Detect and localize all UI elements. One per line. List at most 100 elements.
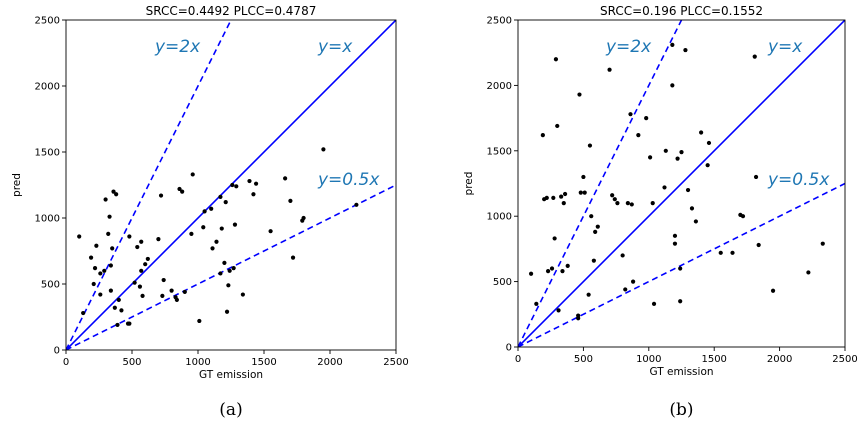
data-point [135, 244, 140, 250]
data-point [705, 163, 710, 168]
y-tick-label: 0 [506, 343, 512, 354]
data-point [108, 288, 113, 293]
chart-title: SRCC=0.196 PLCC=0.1552 [600, 4, 763, 18]
data-point [756, 242, 761, 248]
plot-frame [517, 19, 846, 348]
x-tick-label: 2000 [317, 357, 342, 368]
data-point [210, 246, 215, 251]
data-point [672, 241, 678, 246]
data-point [552, 236, 557, 241]
data-point [139, 268, 144, 273]
data-point [699, 130, 704, 135]
data-point [593, 229, 598, 234]
data-point [354, 202, 359, 207]
data-point [706, 140, 712, 146]
data-point [231, 266, 236, 271]
data-point [232, 222, 238, 227]
y-tick-label: 2000 [35, 82, 60, 93]
x-tick-label: 0 [515, 354, 521, 365]
data-point [591, 258, 596, 263]
data-point [578, 190, 583, 195]
y-tick-label: 1000 [487, 212, 512, 223]
x-tick-label: 1500 [701, 354, 726, 365]
data-point [752, 54, 757, 59]
data-point [119, 308, 124, 313]
data-point [145, 256, 150, 262]
data-point [81, 310, 86, 316]
data-point [189, 231, 194, 236]
x-tick-label: 1000 [636, 354, 661, 365]
y-tick-label: 2500 [487, 16, 512, 27]
data-point [92, 266, 98, 271]
data-point [595, 224, 600, 229]
reference-lines [518, 20, 845, 347]
data-point [820, 241, 825, 246]
data-point [612, 197, 617, 202]
data-point [268, 229, 273, 234]
data-point [253, 181, 259, 186]
reference-line-label: y=2x [605, 37, 652, 57]
data-point [556, 308, 561, 313]
data-point [672, 233, 678, 238]
data-point [218, 194, 223, 199]
data-point [576, 316, 581, 321]
data-point [98, 271, 103, 276]
data-point [112, 305, 117, 310]
data-point [650, 201, 655, 206]
reference-line-y-0-5x [66, 184, 396, 350]
data-point [587, 143, 593, 148]
data-point [227, 268, 232, 273]
data-point [561, 201, 566, 206]
data-point [545, 269, 551, 274]
data-point [115, 322, 120, 328]
y-axis-label: pred [11, 173, 23, 197]
data-point [91, 281, 96, 287]
data-point [582, 190, 587, 195]
data-point [103, 197, 108, 202]
data-point [301, 215, 306, 221]
data-point [156, 237, 161, 242]
data-point [623, 287, 628, 292]
y-tick-label: 2500 [35, 16, 60, 27]
data-point [222, 260, 227, 265]
data-point [689, 206, 695, 211]
plot-frame [65, 19, 397, 351]
data-point [607, 67, 612, 72]
data-point [555, 123, 560, 129]
data-point [610, 193, 615, 198]
reference-line-y-0-5x [518, 182, 845, 347]
reference-line-y-2x [66, 20, 232, 350]
data-point [201, 225, 206, 230]
data-point [143, 262, 148, 267]
data-point [98, 292, 103, 297]
reference-line-label: y=x [767, 37, 803, 57]
y-tick-label: 0 [54, 346, 60, 357]
data-point [560, 269, 565, 274]
x-tick-label: 1500 [251, 357, 276, 368]
data-point [230, 182, 235, 188]
scatter-panel-b: 0 500 1000 1500 2000 2500 0 500 1000 1500 2000 2500… [463, 4, 858, 420]
data-point [224, 309, 230, 314]
data-point [636, 133, 641, 138]
x-tick-label: 2500 [383, 357, 408, 368]
data-point [753, 174, 759, 180]
data-point [182, 289, 187, 295]
data-point [718, 250, 723, 255]
data-point [534, 301, 539, 306]
data-point [226, 283, 231, 288]
data-point [644, 116, 649, 121]
data-point [559, 194, 564, 199]
x-tick-label: 500 [122, 357, 141, 368]
data-point [290, 255, 296, 260]
data-point [670, 42, 675, 47]
data-point [678, 299, 683, 304]
data-point [218, 271, 223, 276]
data-points [528, 42, 825, 321]
data-point [528, 271, 534, 276]
data-point [663, 148, 668, 153]
chart-title: SRCC=0.4492 PLCC=0.4787 [146, 4, 317, 18]
x-tick-label: 0 [63, 357, 69, 368]
data-point [110, 246, 115, 251]
data-point [214, 239, 219, 244]
y-tick-label: 2000 [487, 81, 512, 92]
